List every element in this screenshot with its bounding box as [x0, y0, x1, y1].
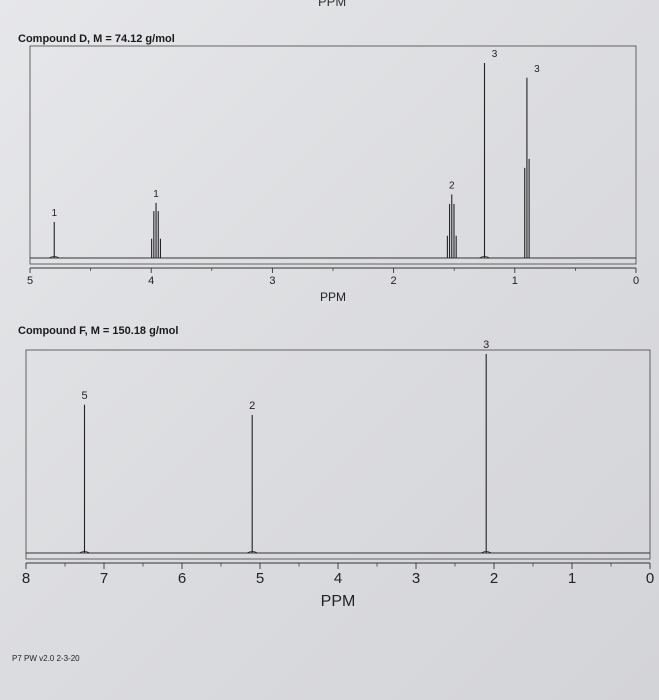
- nmr-peak: 2: [246, 400, 258, 554]
- top-cut-ppm-label: PPM: [318, 0, 347, 9]
- chart-title-compound-f-text: Compound F, M = 150.18 g/mol: [18, 325, 179, 337]
- x-tick-label: 2: [490, 570, 498, 587]
- footer-version: P7 PW v2.0 2-3-20: [12, 654, 80, 663]
- x-tick-label: 7: [100, 570, 108, 587]
- peak-integration-label: 3: [534, 64, 540, 75]
- x-tick-label: 5: [27, 275, 33, 287]
- peak-foot: [79, 551, 90, 554]
- x-axis-label: PPM: [321, 593, 356, 610]
- nmr-peak: 3: [480, 339, 492, 554]
- x-axis-label: PPM: [320, 290, 346, 304]
- peak-foot: [479, 256, 490, 259]
- peak-integration-label: 1: [153, 189, 159, 200]
- nmr-chart-1: 8 7 6 5 4 3 2 1 0 PPM 5 2 3: [22, 339, 654, 610]
- peak-foot: [480, 551, 492, 554]
- nmr-peak: 2: [446, 180, 457, 258]
- x-tick-label: 2: [391, 275, 397, 287]
- x-tick-label: 8: [22, 570, 30, 587]
- x-tick-label: 6: [178, 570, 186, 587]
- nmr-peak: 1: [49, 208, 60, 259]
- x-tick-label: 0: [633, 275, 639, 287]
- peak-integration-label: 3: [483, 339, 489, 351]
- x-tick-label: 3: [412, 570, 420, 587]
- chart-title-compound-d-text: Compound D, M = 74.12 g/mol: [18, 33, 175, 45]
- x-tick-label: 1: [568, 570, 576, 587]
- nmr-chart-0: 5 4 3 2 1 0 PPM 1 1 2 3 3: [27, 45, 639, 304]
- x-tick-label: 5: [256, 570, 264, 587]
- chart-title-compound-f: Compound F, M = 150.18 g/mol: [18, 325, 178, 337]
- peak-integration-label: 3: [492, 49, 498, 60]
- nmr-peak: 1: [151, 189, 161, 258]
- nmr-peak: 5: [79, 390, 90, 554]
- peak-integration-label: 2: [449, 180, 455, 191]
- peak-foot: [246, 551, 258, 554]
- peak-integration-label: 1: [51, 208, 57, 219]
- peak-integration-label: 2: [249, 400, 255, 412]
- peak-integration-label: 5: [81, 390, 87, 402]
- peak-foot: [49, 256, 60, 259]
- x-tick-label: 4: [334, 570, 342, 587]
- chart-title-compound-d: Compound D, M = 74.12 g/mol: [18, 33, 175, 45]
- x-tick-label: 1: [512, 275, 518, 287]
- plot-frame: [25, 349, 651, 560]
- nmr-peak: 3: [524, 64, 540, 258]
- nmr-peak: 3: [479, 49, 498, 259]
- x-tick-label: 3: [269, 275, 275, 287]
- plot-frame: [29, 45, 637, 265]
- x-tick-label: 0: [646, 570, 654, 587]
- x-tick-label: 4: [148, 275, 154, 287]
